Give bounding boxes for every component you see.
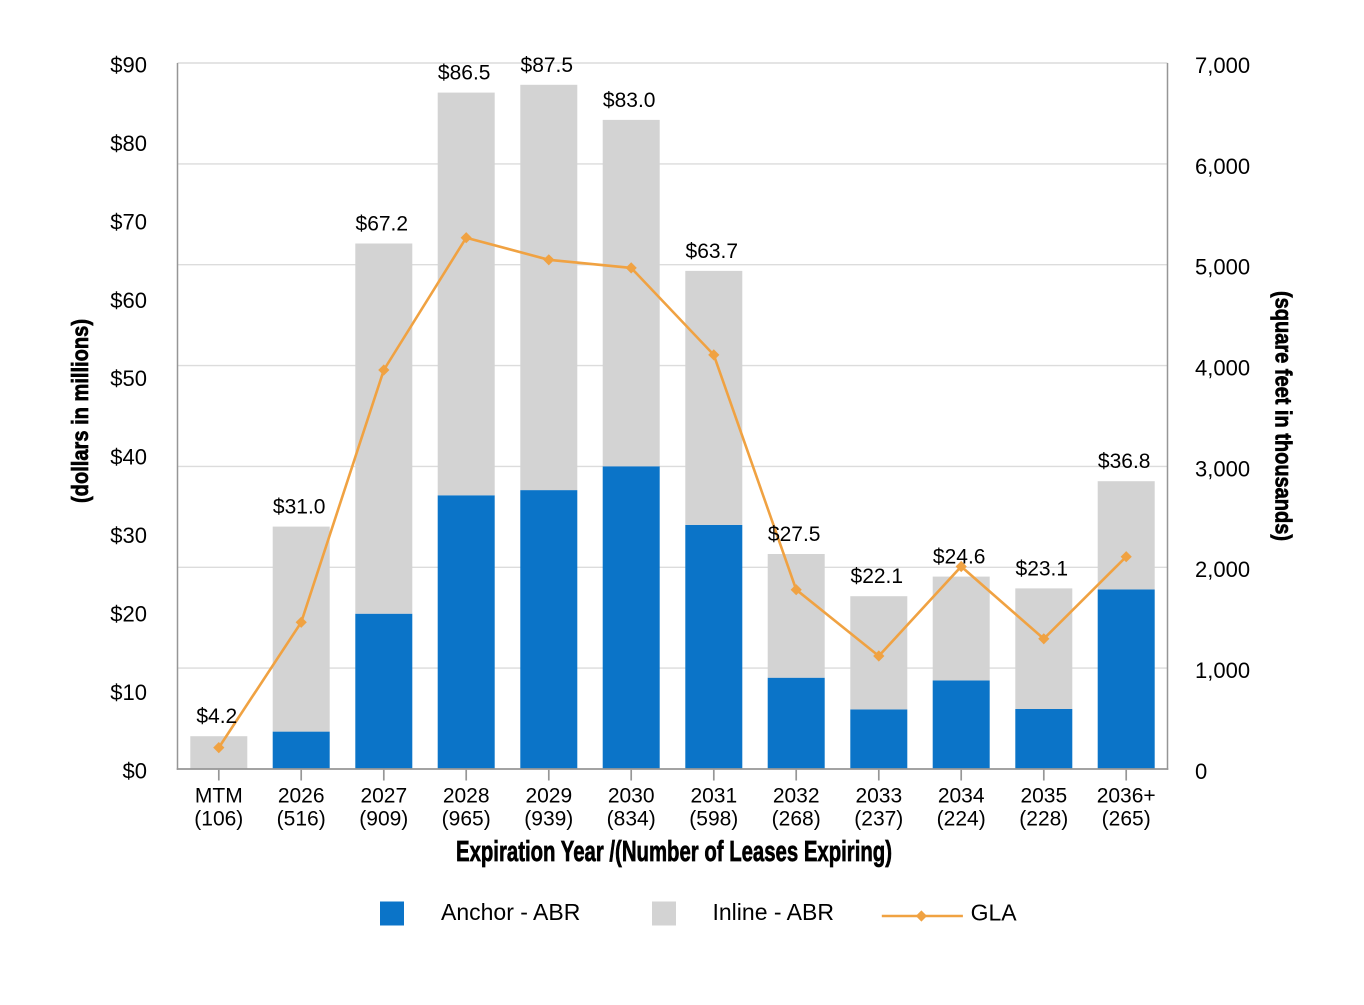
svg-text:(square feet in thousands): (square feet in thousands) (1271, 291, 1297, 541)
svg-text:2034: 2034 (938, 784, 985, 807)
svg-text:$20: $20 (110, 602, 147, 627)
svg-text:(268): (268) (772, 808, 821, 831)
svg-text:Inline - ABR: Inline - ABR (713, 899, 834, 925)
svg-text:$63.7: $63.7 (686, 240, 739, 263)
svg-text:$90: $90 (110, 52, 147, 77)
svg-text:(224): (224) (937, 808, 986, 831)
svg-text:$40: $40 (110, 445, 147, 470)
svg-text:1,000: 1,000 (1195, 658, 1250, 683)
svg-text:$60: $60 (110, 288, 147, 313)
svg-text:(265): (265) (1102, 808, 1151, 831)
svg-text:(516): (516) (277, 808, 326, 831)
svg-text:2027: 2027 (360, 784, 407, 807)
svg-text:$86.5: $86.5 (438, 62, 491, 85)
svg-text:2,000: 2,000 (1195, 557, 1250, 582)
svg-text:4,000: 4,000 (1195, 356, 1250, 381)
svg-text:$67.2: $67.2 (356, 213, 409, 236)
svg-text:$23.1: $23.1 (1016, 557, 1069, 580)
svg-text:(909): (909) (359, 808, 408, 831)
svg-text:(939): (939) (524, 808, 573, 831)
svg-text:MTM: MTM (195, 784, 243, 807)
svg-text:(dollars in millions): (dollars in millions) (67, 319, 93, 503)
svg-text:$27.5: $27.5 (768, 523, 821, 546)
svg-text:6,000: 6,000 (1195, 154, 1250, 179)
svg-text:$83.0: $83.0 (603, 89, 656, 112)
svg-text:$4.2: $4.2 (196, 705, 237, 728)
svg-text:3,000: 3,000 (1195, 456, 1250, 481)
svg-text:2035: 2035 (1020, 784, 1067, 807)
svg-text:$22.1: $22.1 (851, 565, 904, 588)
svg-text:2033: 2033 (855, 784, 902, 807)
svg-text:$31.0: $31.0 (273, 496, 326, 519)
svg-text:$24.6: $24.6 (933, 546, 986, 569)
svg-text:(598): (598) (689, 808, 738, 831)
svg-text:(834): (834) (607, 808, 656, 831)
svg-text:GLA: GLA (971, 900, 1018, 926)
svg-text:2029: 2029 (525, 784, 572, 807)
svg-text:(228): (228) (1019, 808, 1068, 831)
svg-text:(237): (237) (854, 808, 903, 831)
svg-text:2028: 2028 (443, 784, 490, 807)
svg-text:$36.8: $36.8 (1098, 450, 1151, 473)
svg-text:2030: 2030 (608, 784, 655, 807)
svg-text:$0: $0 (123, 759, 147, 784)
svg-text:5,000: 5,000 (1195, 255, 1250, 280)
svg-text:(965): (965) (442, 808, 491, 831)
svg-text:2036+: 2036+ (1097, 784, 1156, 807)
svg-text:0: 0 (1195, 759, 1207, 784)
svg-text:(106): (106) (194, 808, 243, 831)
svg-text:$50: $50 (110, 366, 147, 391)
svg-text:7,000: 7,000 (1195, 53, 1250, 78)
svg-text:$10: $10 (110, 680, 147, 705)
svg-text:2032: 2032 (773, 784, 820, 807)
svg-text:2026: 2026 (278, 784, 325, 807)
svg-text:Expiration Year /(Number of Le: Expiration Year /(Number of Leases Expir… (456, 836, 892, 868)
svg-text:$30: $30 (110, 523, 147, 548)
svg-text:$87.5: $87.5 (521, 54, 574, 77)
svg-text:$70: $70 (110, 209, 147, 234)
svg-text:$80: $80 (110, 131, 147, 156)
svg-text:2031: 2031 (690, 784, 737, 807)
svg-text:Anchor - ABR: Anchor - ABR (441, 899, 580, 925)
